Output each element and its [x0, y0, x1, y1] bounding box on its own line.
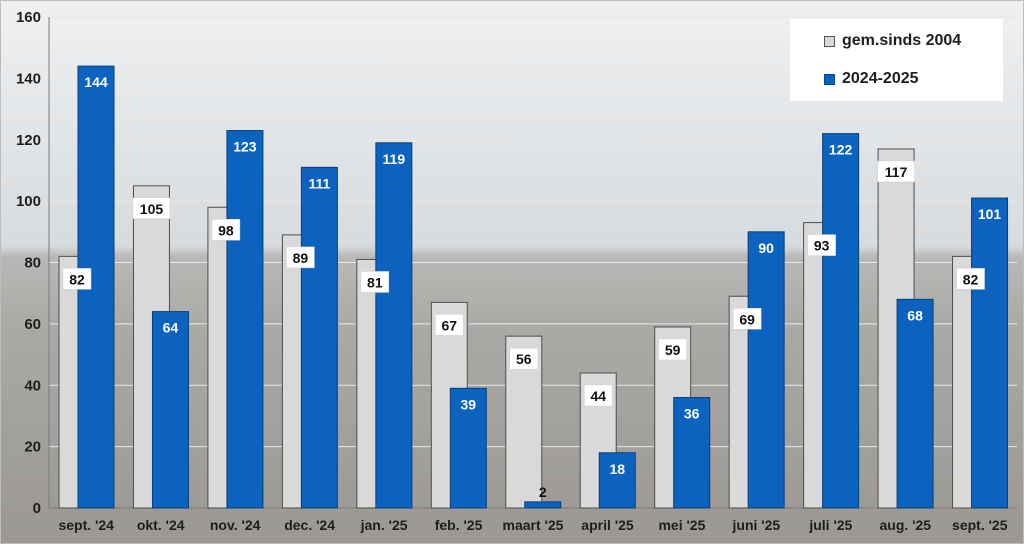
y-tick-label: 20: [24, 439, 41, 456]
data-label-box-avg: [132, 197, 171, 220]
legend-label-current: 2024-2025: [842, 70, 919, 87]
category-label: aug. '25: [880, 517, 932, 533]
bar-current: [300, 166, 338, 509]
data-label-box-avg: [211, 219, 241, 241]
data-label-box-avg: [732, 308, 762, 330]
y-tick-label: 140: [16, 70, 41, 87]
data-label-box-avg: [509, 347, 539, 370]
y-tick-label: 160: [16, 9, 41, 26]
bar-current: [598, 452, 636, 509]
data-label-avg: 82: [963, 271, 979, 287]
data-label-current: 122: [829, 142, 853, 158]
bar-current: [226, 130, 264, 509]
y-tick-label: 100: [16, 193, 41, 210]
y-tick-label: 80: [24, 255, 41, 272]
category-label: juli '25: [808, 517, 852, 533]
data-label-avg: 93: [814, 238, 830, 254]
category-label: maart '25: [503, 517, 564, 533]
legend-label-avg: gem.sinds 2004: [842, 32, 962, 49]
data-label-box-avg: [956, 268, 985, 290]
data-label-box-avg: [807, 234, 836, 256]
data-label-box-avg: [583, 384, 613, 407]
data-label-avg: 67: [442, 317, 458, 333]
legend: gem.sinds 2004 2024-2025: [790, 19, 1003, 101]
bar-current: [747, 231, 785, 509]
data-label-current: 123: [233, 139, 257, 155]
y-tick-label: 0: [33, 500, 41, 517]
data-label-box-avg: [877, 160, 915, 183]
data-label-current: 68: [907, 307, 923, 323]
category-label: jan. '25: [360, 517, 408, 533]
bar-current: [449, 387, 487, 509]
bar-current: [673, 397, 711, 509]
y-tick-label: 40: [24, 377, 41, 394]
data-label-avg: 69: [739, 311, 755, 327]
data-label-avg: 56: [516, 351, 532, 367]
data-label-current: 111: [308, 175, 330, 191]
category-label: sept. '24: [58, 517, 114, 533]
bar-current: [524, 501, 562, 509]
data-label-current: 39: [461, 396, 477, 412]
category-label: april '25: [581, 517, 634, 533]
legend-item-avg: gem.sinds 2004: [824, 31, 961, 51]
data-label-avg: 82: [69, 271, 85, 287]
data-label-avg: 105: [140, 201, 164, 217]
data-label-current: 64: [163, 320, 179, 336]
data-labels: 82 144 105 64 98 123 89 111 81 119 67 39 56 2 44 18 59 36…: [62, 74, 1002, 500]
legend-swatch-current: [824, 73, 835, 85]
data-label-box-avg: [658, 338, 687, 361]
data-label-box-avg: [360, 271, 390, 293]
legend-item-current: 2024-2025: [824, 69, 919, 89]
bar-current: [151, 311, 189, 509]
bar-current: [971, 197, 1009, 509]
category-label: nov. '24: [210, 517, 261, 533]
data-label-current: 2: [539, 484, 547, 500]
data-label-avg: 89: [293, 250, 309, 266]
data-label-current: 36: [684, 406, 700, 422]
data-label-box-avg: [435, 314, 464, 336]
legend-swatch-avg: [824, 35, 835, 47]
category-label: dec. '24: [284, 517, 335, 533]
bar-current: [822, 133, 860, 509]
data-label-current: 90: [758, 240, 774, 256]
y-tick-labels: 0 20 40 60 80 100 120 140 160: [16, 9, 41, 517]
bar-current: [896, 298, 934, 509]
data-label-current: 144: [84, 74, 108, 90]
bars: [58, 65, 1009, 509]
data-label-current: 119: [383, 151, 406, 167]
data-label-avg: 117: [885, 164, 908, 180]
category-label: feb. '25: [435, 517, 483, 533]
category-label: sept. '25: [952, 517, 1008, 533]
bar-current: [375, 142, 413, 509]
category-label: juni '25: [732, 517, 781, 533]
data-label-box-avg: [62, 268, 92, 290]
y-tick-label: 120: [16, 132, 41, 149]
category-label: okt. '24: [137, 517, 185, 533]
data-label-avg: 44: [590, 388, 606, 404]
y-tick-label: 60: [24, 316, 41, 333]
category-labels: sept. '24 okt. '24 nov. '24 dec. '24 jan. '2…: [58, 517, 1007, 533]
data-label-box-avg: [286, 246, 315, 269]
data-label-current: 18: [609, 461, 625, 477]
data-label-current: 101: [978, 206, 1002, 222]
data-label-avg: 59: [665, 342, 681, 358]
category-label: mei '25: [658, 517, 705, 533]
data-label-avg: 98: [218, 222, 234, 238]
data-label-avg: 81: [367, 274, 383, 290]
